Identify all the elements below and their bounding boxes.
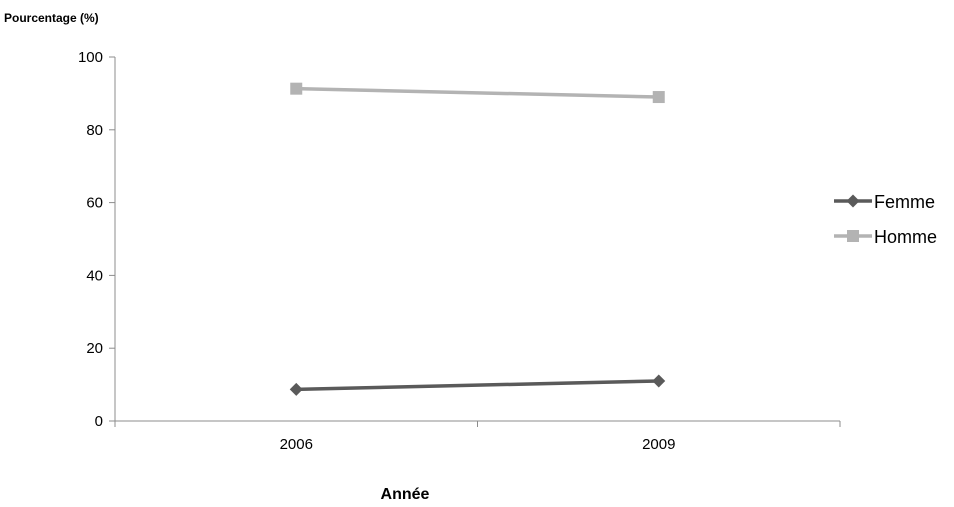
x-ticks: 2006 2009 <box>114 421 841 453</box>
x-tick-label: 2009 <box>642 436 675 453</box>
series-group <box>289 82 666 396</box>
legend-label: Femme <box>874 192 935 212</box>
y-ticks: 0 20 40 60 80 100 <box>78 49 115 430</box>
axes <box>114 57 840 422</box>
series-line-femme <box>296 379 659 392</box>
x-tick-label: 2006 <box>280 436 313 453</box>
data-point-femme <box>652 374 666 388</box>
y-tick-label: 0 <box>95 413 103 430</box>
legend: Femme Homme <box>834 192 937 247</box>
y-tick-label: 60 <box>86 195 103 212</box>
data-point-femme <box>289 382 303 396</box>
legend-marker <box>847 230 859 242</box>
legend-label: Homme <box>874 227 937 247</box>
legend-item-femme: Femme <box>834 192 935 212</box>
y-axis-title: Pourcentage (%) <box>4 11 99 25</box>
series-homme <box>290 82 665 104</box>
y-tick-label: 80 <box>86 122 103 139</box>
series-line-homme <box>296 86 659 99</box>
y-tick-label: 100 <box>78 49 103 66</box>
data-point-homme <box>290 82 303 95</box>
y-tick-label: 20 <box>86 340 103 357</box>
data-point-homme <box>652 91 665 104</box>
y-tick-label: 40 <box>86 267 103 284</box>
legend-marker <box>846 194 860 208</box>
series-femme <box>289 374 666 396</box>
legend-item-homme: Homme <box>834 227 937 247</box>
x-axis-title: Année <box>381 486 430 503</box>
